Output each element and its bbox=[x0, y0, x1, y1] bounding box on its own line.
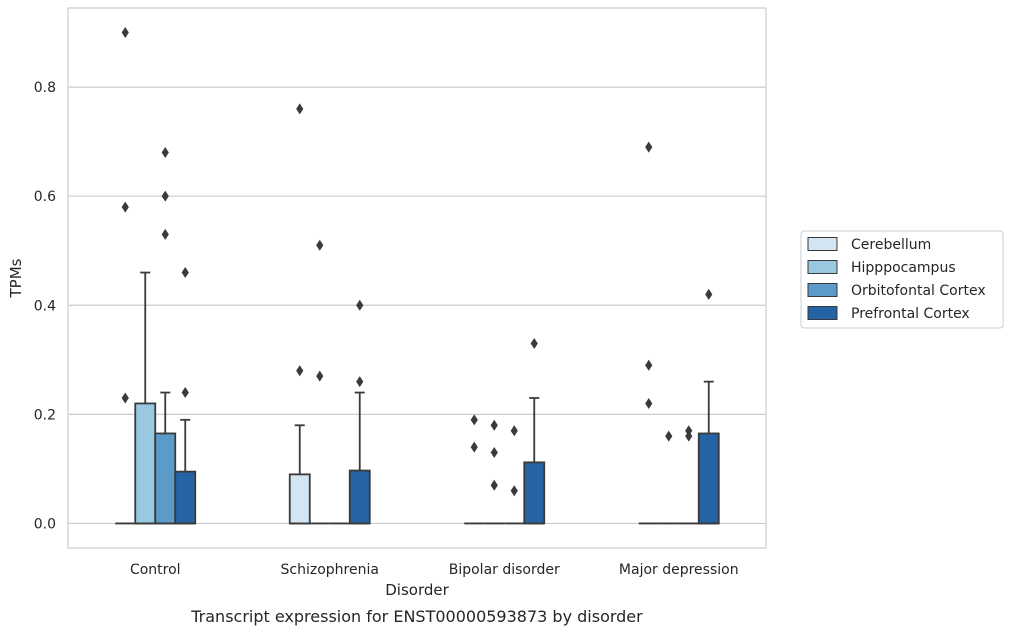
outlier-point bbox=[161, 228, 169, 240]
outlier-point bbox=[470, 441, 478, 453]
outlier-point bbox=[665, 430, 673, 442]
outlier-point bbox=[316, 239, 324, 251]
legend-label: Prefrontal Cortex bbox=[851, 306, 970, 322]
box-group bbox=[115, 27, 136, 525]
outlier-point bbox=[530, 337, 538, 349]
outlier-point bbox=[645, 141, 653, 153]
legend-label: Cerebellum bbox=[851, 237, 931, 253]
outlier-point bbox=[510, 485, 518, 497]
legend-swatch bbox=[807, 260, 838, 274]
x-tick-label: Schizophrenia bbox=[281, 562, 379, 578]
outlier-point bbox=[316, 370, 324, 382]
marks-layer bbox=[115, 27, 720, 525]
box-group bbox=[484, 419, 505, 525]
y-tick-label: 0.8 bbox=[34, 80, 56, 96]
legend-swatch bbox=[807, 283, 838, 297]
outlier-point bbox=[490, 479, 498, 491]
outlier-point bbox=[645, 397, 653, 409]
outlier-point bbox=[490, 447, 498, 459]
plot-frame bbox=[67, 7, 767, 549]
outlier-point bbox=[685, 430, 693, 442]
y-tick-label: 0.2 bbox=[34, 407, 56, 423]
box-group bbox=[154, 147, 177, 525]
box-body bbox=[348, 469, 371, 525]
box-group bbox=[309, 239, 330, 525]
box-group bbox=[678, 425, 699, 525]
chart-caption: Transcript expression for ENST0000059387… bbox=[190, 607, 643, 626]
legend-label: Orbitofontal Cortex bbox=[851, 283, 986, 299]
legend-items: Cerebellum Hipppocampus Orbitofontal Corte… bbox=[807, 237, 986, 322]
legend-swatch bbox=[807, 306, 838, 320]
outlier-point bbox=[645, 359, 653, 371]
box-group bbox=[658, 430, 679, 525]
box-body bbox=[134, 402, 157, 525]
box-body bbox=[288, 473, 311, 525]
outlier-point bbox=[181, 267, 189, 279]
box-body bbox=[154, 432, 177, 525]
outlier-point bbox=[121, 392, 129, 404]
outlier-point bbox=[490, 419, 498, 431]
box-group bbox=[523, 337, 546, 525]
outlier-point bbox=[705, 288, 713, 300]
outlier-point bbox=[510, 425, 518, 437]
box-group bbox=[174, 267, 197, 525]
box-group bbox=[288, 103, 311, 525]
y-tick-label: 0.4 bbox=[34, 298, 56, 314]
outlier-point bbox=[356, 299, 364, 311]
box-body bbox=[174, 470, 197, 525]
box-group bbox=[134, 271, 157, 525]
y-tick-label: 0.0 bbox=[34, 516, 56, 532]
outlier-point bbox=[470, 414, 478, 426]
y-axis-ticks: 0.0 0.2 0.4 0.6 0.8 bbox=[34, 80, 56, 532]
outlier-point bbox=[181, 387, 189, 399]
x-axis-label: Disorder bbox=[385, 581, 449, 599]
outlier-point bbox=[161, 147, 169, 159]
outlier-point bbox=[356, 376, 364, 388]
y-axis-label: TPMs bbox=[7, 258, 25, 298]
legend-frame bbox=[800, 230, 1004, 329]
legend-swatch bbox=[807, 237, 838, 251]
x-tick-label: Bipolar disorder bbox=[449, 562, 560, 578]
outlier-point bbox=[296, 365, 304, 377]
outlier-point bbox=[121, 201, 129, 213]
box-body bbox=[697, 432, 720, 525]
x-axis-ticks: Control Schizophrenia Bipolar disorder Majo… bbox=[130, 562, 739, 578]
outlier-point bbox=[161, 190, 169, 202]
box-group bbox=[504, 425, 525, 525]
legend: Cerebellum Hipppocampus Orbitofontal Corte… bbox=[800, 230, 1004, 329]
box-group bbox=[697, 288, 720, 525]
legend-label: Hipppocampus bbox=[851, 260, 956, 276]
box-body bbox=[523, 461, 546, 525]
box-group bbox=[464, 414, 485, 525]
box-group bbox=[638, 141, 659, 525]
x-tick-label: Major depression bbox=[619, 562, 739, 578]
outlier-point bbox=[296, 103, 304, 115]
x-tick-label: Control bbox=[130, 562, 181, 578]
y-tick-label: 0.6 bbox=[34, 189, 56, 205]
outlier-point bbox=[121, 27, 129, 39]
box-group bbox=[348, 299, 371, 525]
